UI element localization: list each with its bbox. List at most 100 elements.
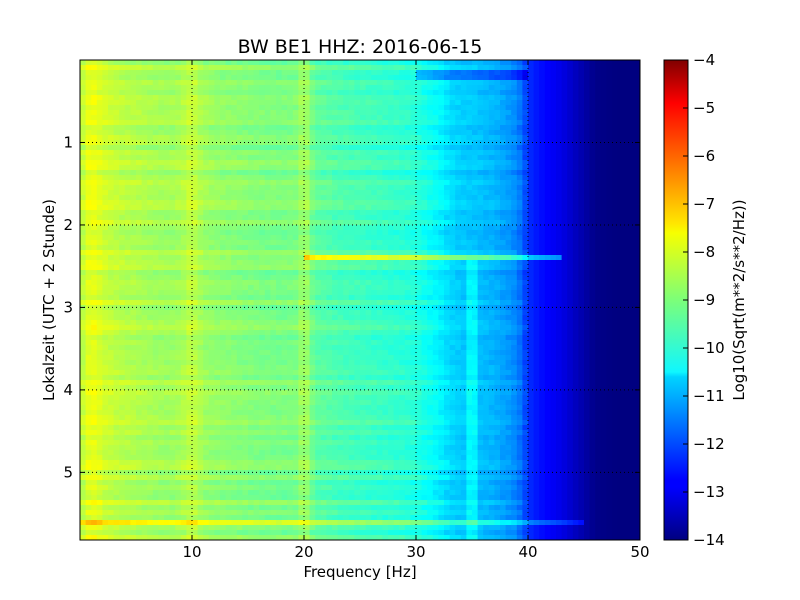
heatmap-cell bbox=[175, 245, 182, 251]
heatmap-cell bbox=[561, 90, 568, 96]
heatmap-cell bbox=[292, 140, 299, 146]
heatmap-cell bbox=[326, 125, 333, 131]
heatmap-cell bbox=[130, 240, 137, 246]
heatmap-cell bbox=[360, 105, 366, 111]
heatmap-cell bbox=[270, 80, 277, 86]
heatmap-cell bbox=[124, 120, 131, 126]
heatmap-cell bbox=[281, 170, 288, 176]
heatmap-cell bbox=[158, 290, 165, 296]
heatmap-cell bbox=[248, 250, 254, 256]
heatmap-cell bbox=[102, 270, 109, 276]
heatmap-cell bbox=[130, 150, 137, 156]
heatmap-cell bbox=[180, 65, 187, 71]
heatmap-cell bbox=[393, 130, 400, 136]
heatmap-cell bbox=[91, 140, 98, 146]
heatmap-cell bbox=[225, 270, 232, 276]
heatmap-cell bbox=[332, 135, 338, 141]
heatmap-cell bbox=[119, 80, 126, 86]
heatmap-cell bbox=[270, 170, 277, 176]
heatmap-cell bbox=[348, 260, 355, 266]
heatmap-cell bbox=[511, 90, 518, 96]
heatmap-cell bbox=[119, 280, 126, 286]
heatmap-cell bbox=[528, 210, 534, 216]
heatmap-cell bbox=[158, 165, 165, 171]
heatmap-cell bbox=[511, 75, 518, 81]
heatmap-cell bbox=[276, 175, 282, 181]
heatmap-cell bbox=[477, 300, 484, 306]
heatmap-cell bbox=[320, 150, 327, 156]
heatmap-cell bbox=[460, 140, 467, 146]
heatmap-cell bbox=[634, 130, 641, 136]
heatmap-cell bbox=[488, 280, 495, 286]
heatmap-cell bbox=[102, 110, 109, 116]
heatmap-cell bbox=[550, 275, 557, 281]
heatmap-cell bbox=[634, 115, 641, 121]
heatmap-cell bbox=[516, 100, 523, 106]
heatmap-cell bbox=[197, 255, 204, 261]
heatmap-cell bbox=[483, 75, 490, 81]
heatmap-cell bbox=[180, 70, 187, 76]
heatmap-cell bbox=[404, 260, 411, 266]
heatmap-cell bbox=[91, 100, 98, 106]
heatmap-cell bbox=[404, 265, 411, 271]
heatmap-cell bbox=[539, 70, 546, 76]
heatmap-cell bbox=[158, 120, 165, 126]
heatmap-cell bbox=[617, 180, 624, 186]
heatmap-cell bbox=[96, 75, 103, 81]
heatmap-cell bbox=[466, 75, 473, 81]
heatmap-cell bbox=[225, 170, 232, 176]
heatmap-cell bbox=[516, 300, 523, 306]
heatmap-cell bbox=[533, 260, 540, 266]
heatmap-cell bbox=[382, 190, 389, 196]
heatmap-cell bbox=[264, 110, 271, 116]
heatmap-cell bbox=[119, 120, 126, 126]
heatmap-cell bbox=[376, 295, 383, 301]
heatmap-cell bbox=[180, 135, 187, 141]
heatmap-cell bbox=[421, 250, 428, 256]
heatmap-cell bbox=[348, 255, 355, 261]
heatmap-cell bbox=[556, 285, 562, 291]
heatmap-cell bbox=[169, 65, 176, 71]
heatmap-cell bbox=[550, 130, 557, 136]
heatmap-cell bbox=[309, 195, 316, 201]
heatmap-cell bbox=[427, 220, 434, 226]
heatmap-cell bbox=[220, 135, 226, 141]
heatmap-cell bbox=[612, 95, 618, 101]
heatmap-cell bbox=[511, 245, 518, 251]
heatmap-cell bbox=[393, 295, 400, 301]
heatmap-cell bbox=[276, 220, 282, 226]
heatmap-cell bbox=[136, 230, 142, 236]
heatmap-cell bbox=[225, 120, 232, 126]
heatmap-cell bbox=[281, 100, 288, 106]
heatmap-cell bbox=[550, 85, 557, 91]
heatmap-cell bbox=[186, 140, 193, 146]
heatmap-cell bbox=[410, 115, 417, 121]
heatmap-cell bbox=[432, 260, 439, 266]
heatmap-cell bbox=[231, 295, 238, 301]
heatmap-cell bbox=[214, 255, 221, 261]
heatmap-cell bbox=[600, 220, 607, 226]
heatmap-cell bbox=[550, 65, 557, 71]
heatmap-cell bbox=[231, 240, 238, 246]
heatmap-cell bbox=[511, 155, 518, 161]
heatmap-cell bbox=[371, 260, 378, 266]
heatmap-cell bbox=[309, 270, 316, 276]
heatmap-cell bbox=[505, 290, 512, 296]
heatmap-cell bbox=[634, 195, 641, 201]
heatmap-cell bbox=[404, 145, 411, 151]
heatmap-cell bbox=[130, 295, 137, 301]
heatmap-cell bbox=[488, 135, 495, 141]
heatmap-cell bbox=[399, 150, 406, 156]
heatmap-cell bbox=[589, 235, 596, 241]
heatmap-cell bbox=[522, 185, 529, 191]
heatmap-cell bbox=[108, 280, 114, 286]
heatmap-cell bbox=[578, 150, 585, 156]
heatmap-cell bbox=[494, 175, 501, 181]
heatmap-cell bbox=[572, 235, 579, 241]
heatmap-cell bbox=[488, 70, 495, 76]
heatmap-cell bbox=[124, 155, 131, 161]
heatmap-cell bbox=[600, 150, 607, 156]
heatmap-cell bbox=[416, 170, 422, 176]
heatmap-cell bbox=[612, 185, 618, 191]
heatmap-cell bbox=[505, 85, 512, 91]
